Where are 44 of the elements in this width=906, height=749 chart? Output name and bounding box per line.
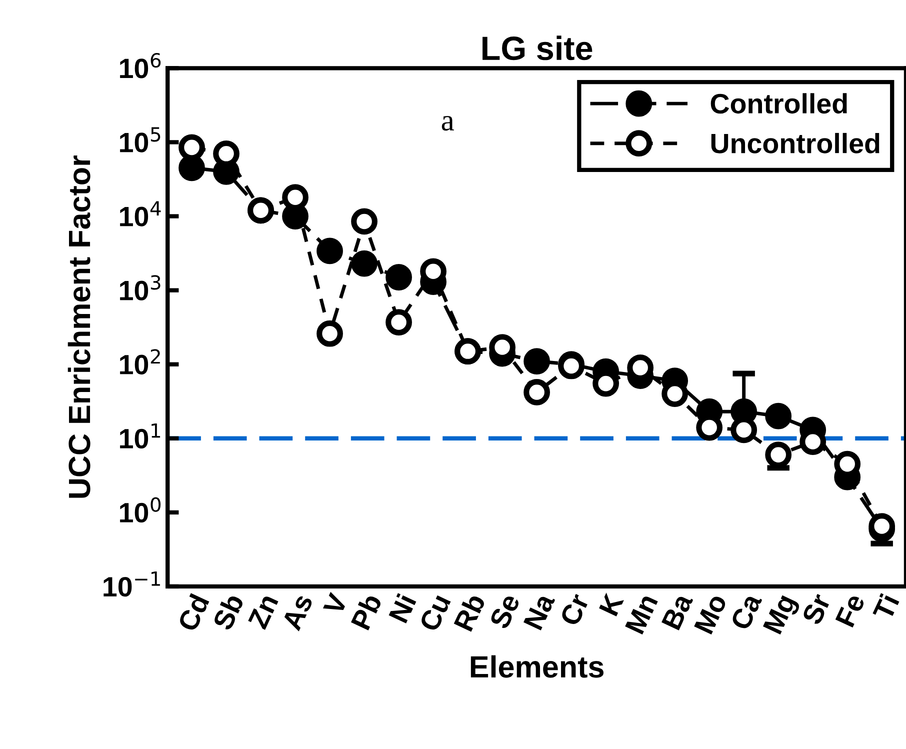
y-tick-label: 10$^{5}$: [120, 127, 160, 152]
x-tick-label: Na: [524, 592, 556, 630]
x-tick-label: Cu: [418, 593, 452, 632]
point: [524, 348, 550, 374]
y-tick-label: 10$^{6}$: [120, 52, 161, 78]
x-tick-label: Mo: [694, 592, 728, 635]
x-tick-label: Mg: [762, 593, 802, 637]
y-tick-label: 10$^{1}$: [120, 423, 160, 449]
x-tick-label: Pb: [350, 592, 382, 630]
x-tick-label: V: [322, 592, 348, 616]
point: [316, 238, 343, 264]
annotation: a: [442, 116, 454, 131]
x-tick-label: Sr: [801, 592, 832, 626]
x-tick-label: K: [599, 592, 624, 616]
x-tick-label: Zn: [248, 593, 278, 630]
x-tick-label: Fe: [835, 592, 866, 628]
x-tick-label: Ti: [872, 593, 900, 622]
x-tick-label: Ni: [388, 593, 416, 624]
point: [351, 208, 378, 235]
legend-label: Controlled: [710, 93, 847, 114]
point: [765, 402, 792, 430]
y-tick-label: 10$^{2}$: [120, 349, 160, 374]
point: [316, 320, 343, 347]
y-tick-label: 10$^{0}$: [120, 497, 161, 523]
x-tick-label: Cd: [176, 592, 210, 632]
point: [351, 250, 378, 277]
y-tick-label: 10$^{3}$: [120, 275, 160, 300]
x-tick-label: Cr: [559, 592, 590, 627]
point: [386, 264, 412, 290]
x-tick-label: Sb: [212, 592, 244, 632]
x-tick-label: Mn: [625, 593, 658, 634]
point: [386, 309, 412, 336]
point: [524, 379, 550, 406]
x-tick-label: As: [281, 592, 314, 632]
x-tick-label: Ba: [662, 592, 694, 630]
x-tick-label: Se: [488, 592, 520, 630]
chart-title: LG site: [482, 36, 592, 60]
y-axis-title: UCC Enrichment Factor: [68, 155, 90, 498]
x-axis-title: Elements: [470, 655, 604, 678]
x-tick-label: Rb: [452, 592, 486, 632]
y-tick-label: 10$^{−1}$: [104, 572, 160, 597]
y-tick-label: 10$^{4}$: [120, 201, 161, 226]
x-tick-label: Ca: [730, 591, 762, 632]
legend-label: Uncontrolled: [711, 132, 880, 154]
